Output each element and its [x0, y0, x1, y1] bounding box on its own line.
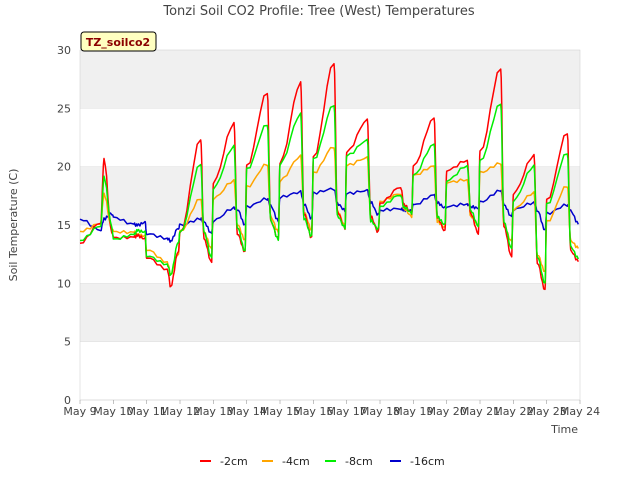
x-tick-label: May 20 — [427, 405, 467, 418]
y-tick-label: 25 — [57, 102, 71, 115]
x-tick-label: May 24 — [560, 405, 600, 418]
series-lines — [79, 62, 579, 291]
badge: TZ_soilco2 — [80, 31, 157, 52]
legend-label: -16cm — [410, 455, 445, 468]
chart-title: Tonzi Soil CO2 Profile: Tree (West) Temp… — [162, 4, 475, 19]
x-tick-label: May 21 — [460, 405, 500, 418]
x-axis-label: Time — [550, 423, 578, 436]
x-tick-label: May 11 — [127, 405, 167, 418]
x-tick-label: May 19 — [393, 405, 433, 418]
badge-box — [80, 31, 157, 52]
x-tick-label: May 16 — [293, 405, 333, 418]
plot-area-border — [79, 49, 581, 401]
x-tick-label: May 18 — [360, 405, 400, 418]
legend: -2cm -4cm -8cm -16cm — [200, 455, 445, 468]
badge-label: TZ_soilco2 — [86, 36, 150, 49]
grid-band — [80, 50, 580, 109]
x-tick-label: May 12 — [160, 405, 200, 418]
x-tick-label: May 10 — [93, 405, 133, 418]
grid-band — [80, 283, 580, 342]
legend-label: -4cm — [282, 455, 310, 468]
y-tick-label: 10 — [57, 277, 71, 290]
legend-label: -8cm — [345, 455, 373, 468]
y-tick-label: 20 — [57, 161, 71, 174]
y-axis-label: Soil Temperature (C) — [7, 169, 20, 282]
y-axis-ticks: 0 5 10 15 20 25 30 — [57, 44, 71, 407]
grid-band — [80, 166, 580, 225]
series-line-minus-8cm — [79, 103, 579, 284]
y-tick-label: 30 — [57, 44, 71, 57]
x-tick-label: May 13 — [193, 405, 233, 418]
x-tick-label: May 9 — [63, 405, 96, 418]
y-tick-label: 15 — [57, 219, 71, 232]
x-tick-label: May 15 — [260, 405, 300, 418]
x-tick-label: May 23 — [527, 405, 567, 418]
legend-label: -2cm — [220, 455, 248, 468]
y-tick-label: 5 — [64, 336, 71, 349]
y-tick-label: 0 — [64, 394, 71, 407]
x-tick-label: May 17 — [327, 405, 367, 418]
x-tick-label: May 22 — [493, 405, 533, 418]
x-tick-label: May 14 — [227, 405, 267, 418]
